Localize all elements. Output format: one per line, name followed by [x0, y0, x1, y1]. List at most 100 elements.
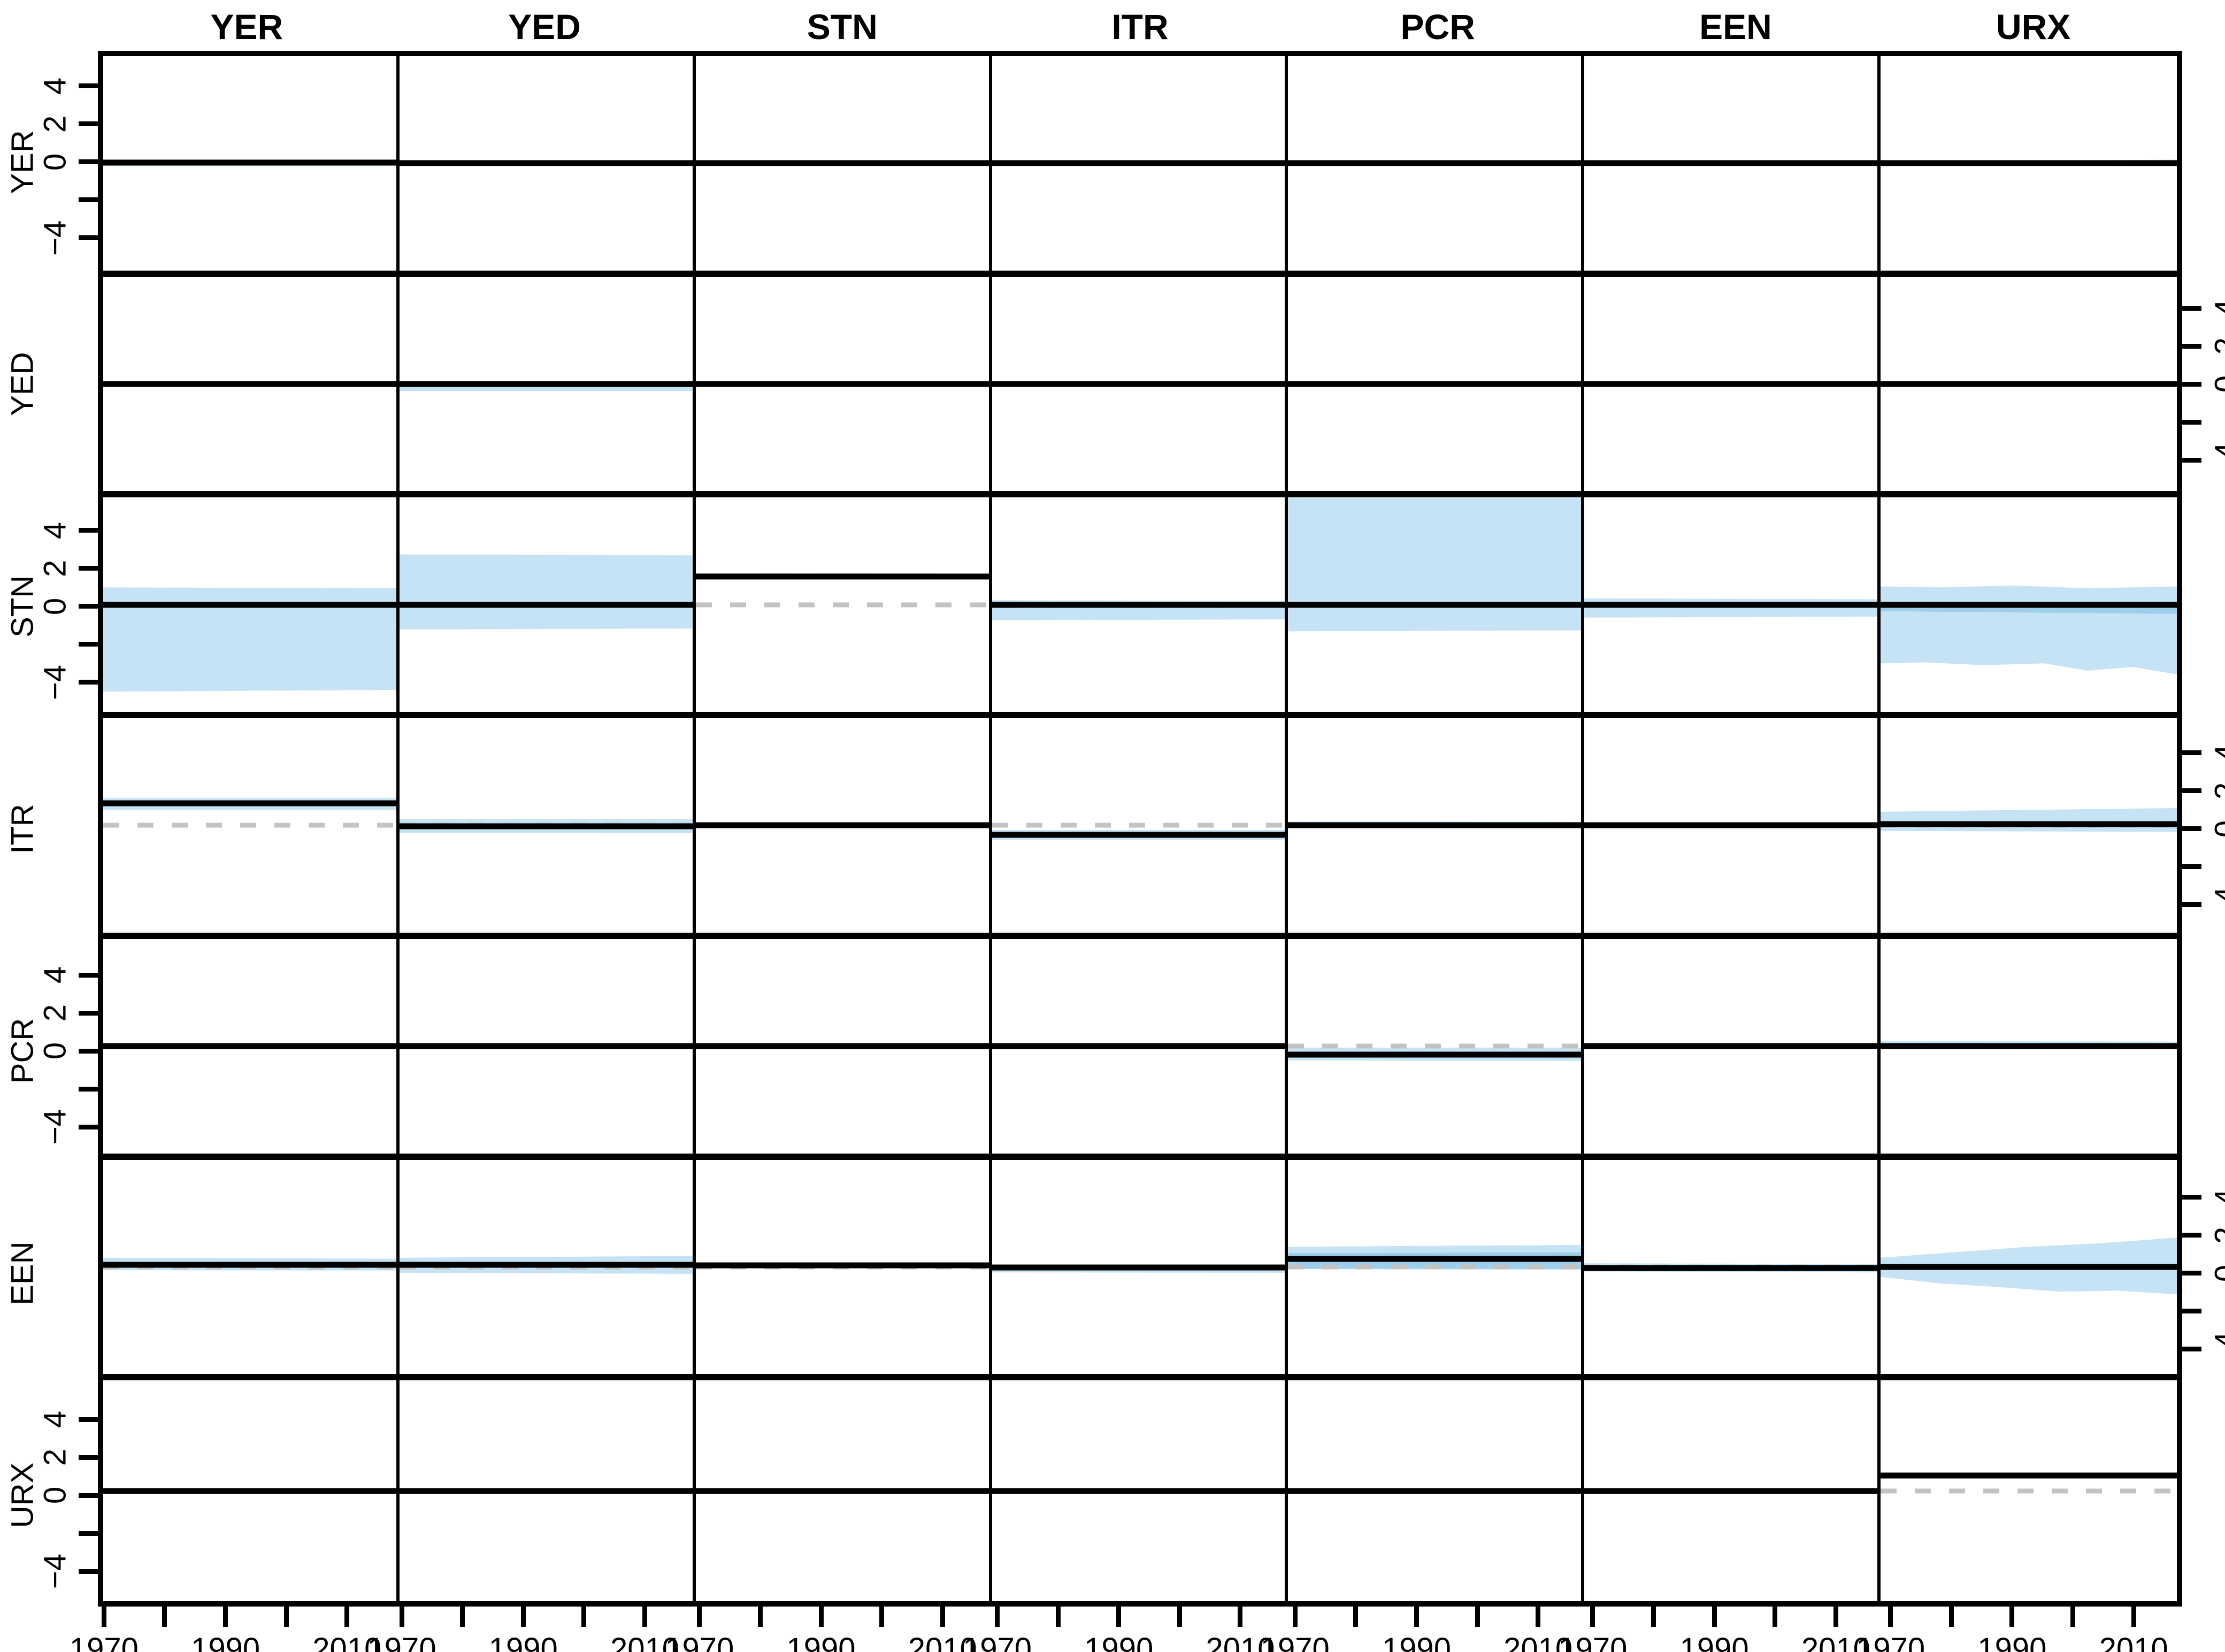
- x-tick-mark: [1414, 1607, 1419, 1627]
- confidence-band: [1288, 497, 1582, 632]
- y-tick-mark: [2182, 381, 2201, 387]
- response-line: [1881, 821, 2177, 827]
- y-tick-mark: [2182, 788, 2201, 794]
- x-tick-mark: [162, 1607, 167, 1627]
- confidence-band: [1881, 808, 2177, 832]
- y-tick-label: −4: [37, 220, 73, 256]
- x-tick-mark: [1833, 1607, 1838, 1627]
- y-tick-mark: [79, 235, 98, 241]
- response-line: [695, 1262, 989, 1269]
- cell-PCR-STN: [695, 939, 992, 1160]
- response-line: [1584, 1488, 1878, 1494]
- response-line: [695, 381, 989, 387]
- x-tick-label: 2010: [2099, 1632, 2168, 1652]
- x-tick-mark: [995, 1607, 1000, 1627]
- cell-EEN-EEN: [1584, 1159, 1881, 1381]
- cell-ITR-PCR: [1288, 718, 1585, 939]
- response-line: [1288, 1051, 1582, 1058]
- cell-YER-EEN: [1584, 56, 1881, 277]
- y-tick-mark: [79, 1531, 98, 1536]
- x-tick-label: 1970: [962, 1632, 1032, 1652]
- y-tick-mark: [2182, 1195, 2201, 1200]
- cell-STN-STN: [695, 497, 992, 719]
- response-line: [1881, 602, 2177, 608]
- response-line: [992, 832, 1285, 838]
- y-tick-label: 0: [37, 597, 73, 616]
- row-label-EEN: EEN: [5, 1241, 40, 1305]
- y-tick-label: −4: [2208, 887, 2225, 923]
- x-tick-label: 2010: [610, 1632, 680, 1652]
- zero-line: [695, 602, 989, 608]
- cell-URX-URX: [1881, 1380, 2177, 1601]
- x-tick-label: 1990: [191, 1632, 260, 1652]
- response-line: [992, 160, 1285, 166]
- column-header-ITR: ITR: [1111, 7, 1169, 47]
- y-tick-label: 2: [37, 1004, 73, 1022]
- y-tick-mark: [2182, 750, 2201, 756]
- zero-line: [1288, 1043, 1582, 1049]
- response-line: [399, 1488, 693, 1494]
- response-line: [1584, 602, 1878, 608]
- y-tick-mark: [79, 680, 98, 685]
- x-tick-label: 1970: [69, 1632, 139, 1652]
- y-tick-mark: [2182, 457, 2201, 463]
- x-tick-mark: [1712, 1607, 1717, 1627]
- y-tick-label: 4: [37, 966, 73, 984]
- response-line: [103, 1043, 396, 1049]
- y-tick-mark: [79, 566, 98, 571]
- cell-STN-ITR: [992, 497, 1288, 719]
- x-tick-label: 1970: [367, 1632, 436, 1652]
- x-tick-mark: [223, 1607, 228, 1627]
- x-tick-mark: [879, 1607, 885, 1627]
- row-label-PCR: PCR: [5, 1018, 40, 1084]
- response-line: [1881, 381, 2177, 387]
- y-tick-label: 2: [37, 559, 73, 578]
- response-line: [399, 823, 693, 829]
- y-tick-label: −4: [2208, 442, 2225, 478]
- x-tick-mark: [1177, 1607, 1182, 1627]
- x-tick-mark: [2131, 1607, 2136, 1627]
- y-tick-label: 2: [2208, 782, 2225, 800]
- cell-URX-PCR: [1288, 1380, 1585, 1601]
- response-line: [399, 1043, 693, 1049]
- x-tick-mark: [2009, 1607, 2015, 1627]
- row-label-URX: URX: [5, 1462, 40, 1528]
- column-header-YED: YED: [508, 7, 581, 47]
- cell-YED-ITR: [992, 276, 1288, 498]
- response-line: [695, 1043, 989, 1049]
- response-line: [103, 1488, 396, 1494]
- response-line: [992, 1488, 1285, 1494]
- x-tick-label: 1970: [665, 1632, 734, 1652]
- cell-YER-YED: [399, 56, 696, 277]
- y-tick-mark: [2182, 1233, 2201, 1238]
- x-tick-mark: [818, 1607, 824, 1627]
- y-tick-mark: [2182, 1347, 2201, 1352]
- y-tick-label: 0: [2208, 375, 2225, 393]
- response-line: [992, 602, 1285, 608]
- y-tick-label: 0: [37, 1042, 73, 1060]
- response-line: [399, 602, 693, 608]
- x-tick-mark: [1773, 1607, 1778, 1627]
- cell-ITR-EEN: [1584, 718, 1881, 939]
- y-tick-label: 4: [2208, 299, 2225, 317]
- y-tick-mark: [79, 1493, 98, 1498]
- cell-EEN-ITR: [992, 1159, 1288, 1381]
- y-tick-mark: [2182, 419, 2201, 425]
- response-line: [1288, 822, 1582, 828]
- y-tick-label: 2: [2208, 1226, 2225, 1244]
- response-line: [1881, 160, 2177, 166]
- x-tick-mark: [399, 1607, 404, 1627]
- x-tick-mark: [581, 1607, 587, 1627]
- cell-YER-URX: [1881, 56, 2177, 277]
- cell-STN-YER: [103, 497, 400, 719]
- response-line: [1881, 1043, 2177, 1049]
- y-tick-label: 2: [37, 1449, 73, 1466]
- y-tick-label: 4: [2208, 1188, 2225, 1206]
- column-header-URX: URX: [1996, 7, 2071, 47]
- y-tick-label: 2: [2208, 337, 2225, 355]
- cell-YER-STN: [695, 56, 992, 277]
- x-tick-mark: [1292, 1607, 1298, 1627]
- response-line: [695, 822, 989, 828]
- y-tick-label: 4: [37, 77, 73, 95]
